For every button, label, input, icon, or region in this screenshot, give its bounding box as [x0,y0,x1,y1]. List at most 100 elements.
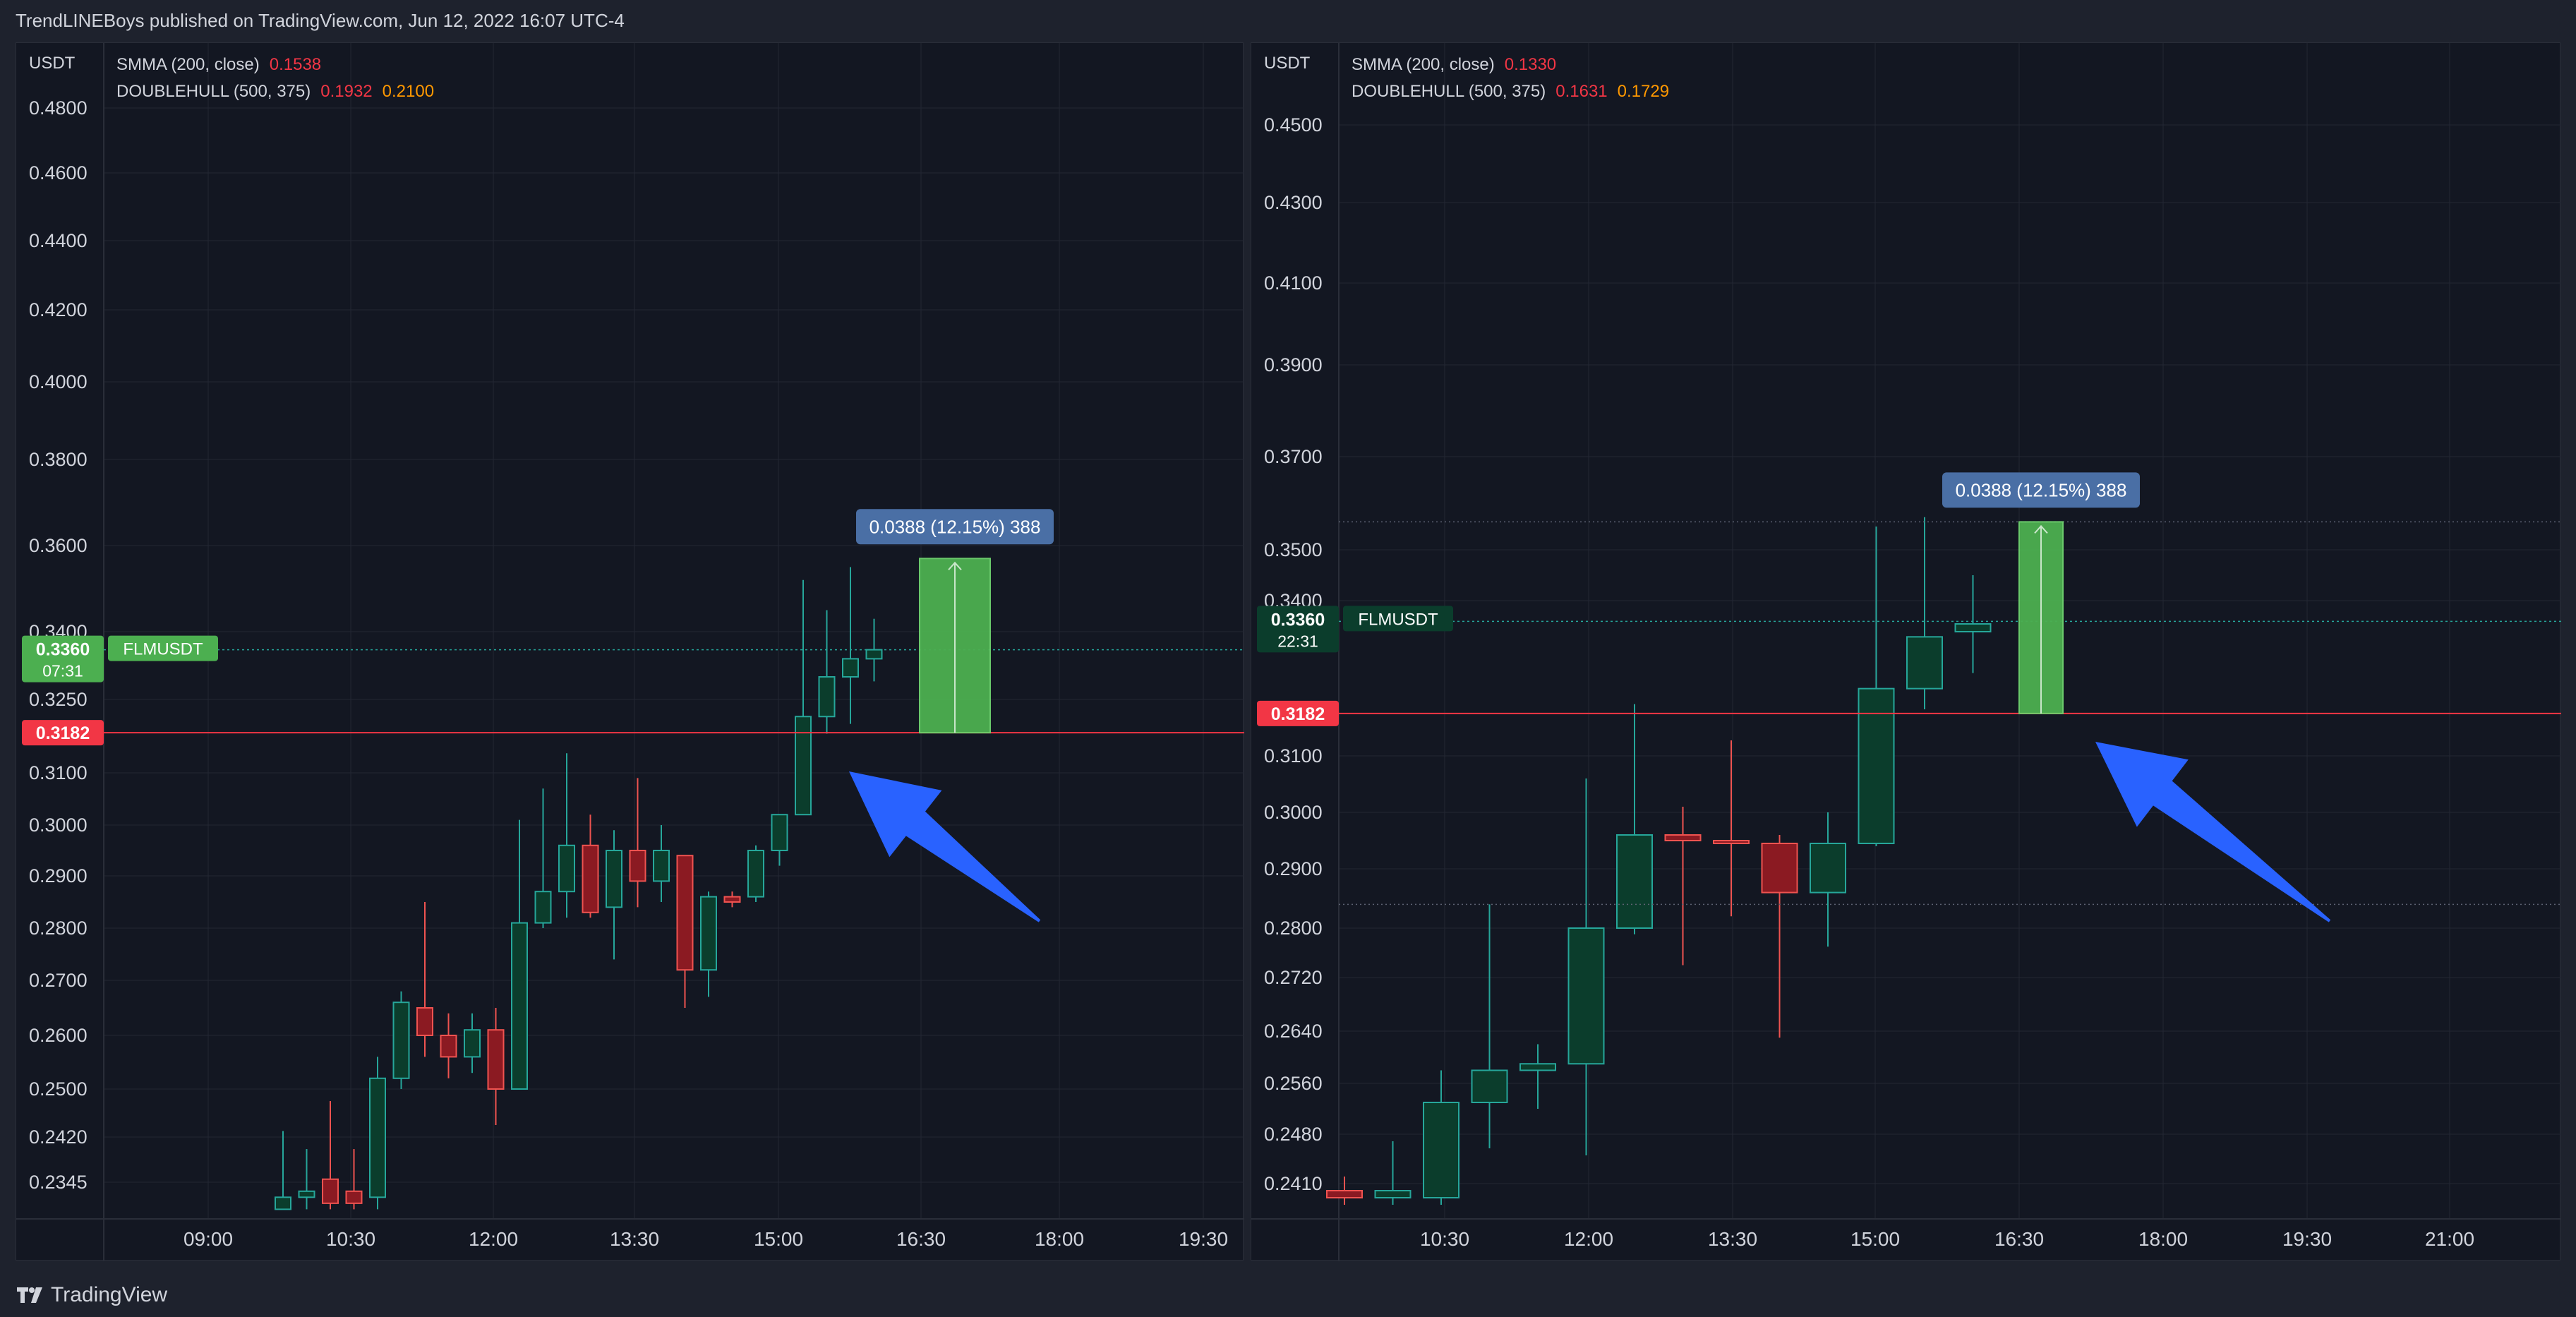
candle[interactable] [582,814,599,918]
candle[interactable] [322,1101,339,1210]
candle[interactable] [1374,1141,1412,1205]
time-tick-label: 12:00 [469,1228,518,1250]
indicator-label[interactable]: DOUBLEHULL (500, 375) 0.1932 0.2100 [116,82,434,101]
symbol-tag-bg [108,635,218,661]
indicator-legend[interactable]: SMMA (200, close) 0.1330 DOUBLEHULL (500, … [1352,55,1669,101]
candle[interactable] [1616,704,1653,934]
chart-pane-left[interactable]: USDT 0.4800 0.4600 0.4400 0.4200 0.4000 0.3800… [16,42,1244,1261]
candle[interactable] [747,845,764,902]
candle-body [1761,843,1798,894]
candle-body [747,850,764,898]
tradingview-logo-icon [17,1287,42,1303]
candle-body [440,1035,457,1058]
candlestick-chart-left[interactable]: USDT 0.4800 0.4600 0.4400 0.4200 0.4000 0.3800… [16,43,1244,1261]
time-tick-label: 18:00 [2138,1228,2188,1250]
candles [275,567,883,1210]
candle[interactable] [1954,575,1992,673]
indicator-name: DOUBLEHULL (500, 375) [1352,82,1546,101]
candle[interactable] [606,830,622,960]
candle[interactable] [440,1013,457,1078]
time-tick-label: 13:30 [1708,1228,1757,1250]
candle-body [1664,834,1702,841]
candle-body [392,1002,410,1079]
candle[interactable] [1810,812,1846,947]
candle[interactable] [818,610,836,734]
candle[interactable] [1326,1177,1363,1205]
level-price-value: 0.3182 [36,723,90,743]
candle-body [1567,927,1605,1065]
candle[interactable] [771,814,788,866]
measure-label-box [1942,472,2140,508]
candle-body [416,1007,433,1036]
candle-body [582,844,599,913]
level-price-tag-bg [1257,700,1339,726]
indicator-label[interactable]: DOUBLEHULL (500, 375) 0.1631 0.1729 [1352,82,1669,101]
candle[interactable] [1761,835,1798,1038]
candle[interactable] [700,891,717,997]
candle[interactable] [416,902,433,1057]
candle[interactable] [464,1013,481,1074]
candle[interactable] [1567,778,1605,1155]
candle-body [322,1178,339,1204]
candle[interactable] [653,825,670,902]
candle-body [1954,623,1992,632]
candle[interactable] [1471,904,1508,1148]
candle[interactable] [298,1149,315,1210]
level-price-tag-bg [22,720,104,746]
candle-body [1519,1063,1556,1071]
time-axis[interactable]: 09:00 10:30 12:00 13:30 15:00 16:30 18:00 19:30 [183,1228,1228,1250]
candle-body [1471,1069,1508,1103]
candle-body [369,1077,386,1198]
candle[interactable] [795,579,812,816]
candle-body [1713,840,1750,844]
time-axis[interactable]: 10:30 12:00 13:30 15:00 16:30 18:00 19:30 21:00 [1420,1228,2474,1250]
candle[interactable] [842,567,859,724]
candle[interactable] [275,1131,291,1210]
candle-body [818,676,836,718]
chart-pane-right[interactable]: USDT 0.4500 0.4300 0.4100 0.3900 0.3700 0.3500… [1251,42,2561,1261]
indicator-value: 0.1631 [1555,82,1607,101]
measure-label-box [856,509,1054,545]
symbol-tag: FLMUSDT [123,640,203,659]
candle[interactable] [558,753,575,918]
candle-body [275,1196,291,1210]
candle[interactable] [723,891,741,908]
time-tick-label: 18:00 [1035,1228,1084,1250]
price-range-measure[interactable]: 0.0388 (12.15%) 388 [1942,472,2140,714]
candle[interactable] [1858,527,1895,846]
candle[interactable] [392,991,410,1089]
candle[interactable] [534,788,552,928]
arrow-annotation[interactable] [2095,742,2331,922]
price-axis[interactable]: 0.45000.43000.41000.39000.37000.35000.34… [1264,114,1323,1194]
indicator-legend[interactable]: SMMA (200, close) 0.1538 DOUBLEHULL (500, … [116,55,434,101]
candlestick-chart-right[interactable]: USDT 0.4500 0.4300 0.4100 0.3900 0.3700 0.3500… [1251,43,2561,1261]
candle-body [1423,1102,1459,1198]
candle[interactable] [1519,1044,1556,1109]
price-tick-label: 0.2800 [29,918,88,939]
candle[interactable] [369,1057,386,1210]
candle[interactable] [487,1008,505,1125]
candle[interactable] [1423,1070,1459,1205]
time-tick-label: 16:30 [896,1228,946,1250]
indicator-value: 0.1330 [1505,55,1556,74]
candle[interactable] [345,1149,363,1210]
candle-body [511,922,528,1090]
time-tick-label: 19:30 [2282,1228,2332,1250]
indicator-label[interactable]: SMMA (200, close) 0.1538 [116,55,321,74]
countdown-timer: 07:31 [42,662,83,680]
footer-brand[interactable]: TradingView [16,1283,167,1307]
indicator-label[interactable]: SMMA (200, close) 0.1330 [1352,55,1556,74]
price-axis[interactable]: 0.4800 0.4600 0.4400 0.4200 0.4000 0.3800 0.36… [29,97,88,1193]
candle[interactable] [629,778,646,908]
price-tick-label: 0.3000 [1264,802,1323,823]
arrow-annotation[interactable] [849,771,1041,922]
footer-brand-label: TradingView [51,1283,168,1306]
candle[interactable] [865,618,883,682]
candle[interactable] [1664,807,1702,966]
candle[interactable] [1906,517,1943,709]
candle[interactable] [511,819,528,1090]
candle[interactable] [676,855,694,1008]
candle[interactable] [1713,740,1750,917]
price-range-measure[interactable]: 0.0388 (12.15%) 388 [856,509,1054,734]
price-tick-label: 0.3600 [29,535,88,556]
